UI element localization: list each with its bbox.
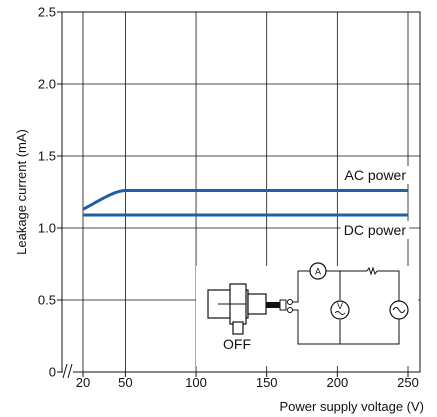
- ac-source-wave-icon: [392, 307, 406, 313]
- y-tick-label: 2.0: [38, 77, 56, 92]
- x-axis-label: Power supply voltage (V): [279, 399, 424, 414]
- ac-power-label: AC power: [345, 167, 407, 183]
- y-tick-label: 1.0: [38, 221, 56, 236]
- y-tick-label: 1.5: [38, 149, 56, 164]
- series-lines: [82, 189, 408, 217]
- ammeter-label: A: [315, 267, 321, 277]
- inset-off-label: OFF: [223, 336, 251, 352]
- dc-power-label: DC power: [344, 222, 407, 238]
- y-tick-label: 0: [49, 365, 56, 380]
- x-tick-label: 20: [76, 375, 90, 390]
- x-tick-label: 50: [118, 375, 132, 390]
- x-tick-label: 100: [185, 375, 207, 390]
- switch-device-icon: [207, 283, 287, 335]
- voltmeter-icon: [330, 300, 350, 320]
- x-axis-break: [62, 363, 73, 379]
- y-tick-label: 2.5: [38, 5, 56, 20]
- y-axis-label: Leakage current (mA): [14, 129, 29, 255]
- dc-label-background: [340, 221, 410, 239]
- plot-frame: [61, 11, 421, 373]
- x-tick-label: 150: [256, 375, 278, 390]
- circuit-diagram: A V: [287, 262, 409, 345]
- series-line-ac-power: [82, 189, 408, 211]
- ammeter-icon: [309, 262, 327, 280]
- voltmeter-label: V: [337, 301, 343, 311]
- x-tick-label: 200: [326, 375, 348, 390]
- x-tick-label: 250: [397, 375, 419, 390]
- y-tick-label: 0.5: [38, 293, 56, 308]
- resistor-icon: [366, 266, 378, 276]
- inset-illustration: OFF A V: [196, 262, 418, 366]
- ac-label-background: [341, 166, 410, 184]
- tick-labels: 20 50 100 150 200 250 0 0.5 1.0 1.5 2.0 2.5: [38, 5, 419, 391]
- voltmeter-wave-icon: [334, 311, 346, 315]
